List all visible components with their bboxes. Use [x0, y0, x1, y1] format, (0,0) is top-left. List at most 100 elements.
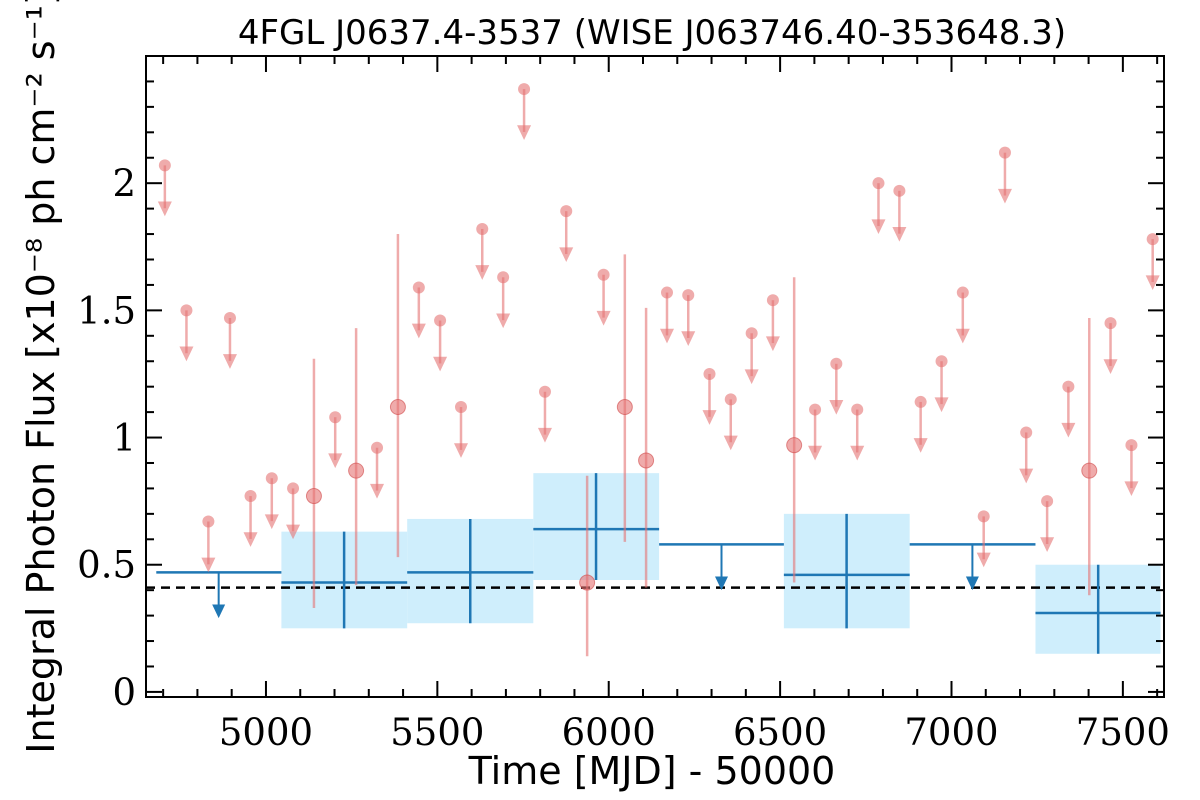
- upper-limit-point: [560, 205, 573, 218]
- upper-limit-arrow-head: [222, 354, 237, 369]
- upper-limit-point: [244, 490, 257, 503]
- upper-limit-arrow-head: [1124, 481, 1139, 497]
- upper-limit-point: [956, 286, 969, 299]
- upper-limit-arrow-head: [913, 438, 928, 453]
- upper-limit-point: [977, 510, 990, 523]
- y-tick-label: 1.5: [77, 289, 136, 332]
- upper-limit-arrow-head: [702, 410, 717, 425]
- long-bin-arrow-head: [212, 604, 226, 619]
- detection-point: [786, 437, 803, 454]
- x-tick-label: 5000: [219, 711, 313, 754]
- upper-limit-point: [597, 268, 610, 281]
- plot-area: 5000 5500 6000 6500 7000 7500 0 0.5 1 1.5 2: [77, 55, 1170, 754]
- upper-limit-point: [371, 441, 384, 454]
- detection-point: [579, 574, 596, 591]
- x-tick-label: 5500: [390, 711, 484, 754]
- long-bin-arrow-head: [714, 576, 728, 591]
- upper-limit-arrow-head: [264, 514, 279, 530]
- upper-limit-arrow-head: [765, 336, 780, 352]
- upper-limit-point: [851, 403, 864, 416]
- upper-limit-point: [682, 289, 695, 302]
- x-tick-label: 6500: [733, 711, 827, 754]
- x-tick-label: 7500: [1076, 711, 1170, 754]
- upper-limit-arrow-head: [328, 453, 343, 469]
- upper-limit-point: [180, 304, 193, 317]
- upper-limit-point: [412, 281, 425, 294]
- upper-limit-arrow-head: [1061, 422, 1076, 438]
- upper-limit-arrow-head: [1019, 468, 1034, 484]
- upper-limit-arrow-head: [537, 427, 552, 443]
- upper-limit-arrow-head: [1040, 537, 1055, 553]
- detection-point: [1081, 462, 1098, 479]
- upper-limit-point: [329, 411, 342, 424]
- y-axis-label: Integral Photon Flux [x10⁻⁸ ph cm⁻² s⁻¹]: [19, 0, 63, 754]
- upper-limit-arrow-head: [433, 356, 448, 372]
- upper-limit-arrow-head: [243, 532, 258, 547]
- upper-limit-point: [497, 271, 510, 284]
- chart-title: 4FGL J0637.4-3537 (WISE J063746.40-35364…: [238, 13, 1066, 53]
- upper-limit-arrow-head: [871, 219, 886, 235]
- upper-limit-arrow-head: [934, 397, 949, 413]
- upper-limit-point: [893, 184, 906, 197]
- upper-limit-arrow-head: [157, 201, 172, 217]
- upper-limit-point: [703, 367, 716, 380]
- upper-limit-arrow-head: [179, 346, 194, 362]
- upper-limit-point: [998, 146, 1011, 159]
- upper-limit-point: [538, 385, 551, 398]
- upper-limit-point: [1041, 495, 1054, 508]
- upper-limit-point: [202, 515, 215, 528]
- upper-limit-point: [1062, 380, 1075, 393]
- upper-limit-point: [1125, 439, 1138, 452]
- upper-limit-point: [809, 403, 822, 416]
- y-tick-label: 2: [112, 162, 136, 205]
- upper-limit-arrow-head: [659, 328, 674, 344]
- detection-point: [616, 399, 633, 416]
- upper-limit-arrow-head: [453, 443, 468, 458]
- upper-limit-arrow-head: [744, 369, 759, 385]
- upper-limit-arrow-head: [850, 445, 865, 461]
- upper-limit-arrow-head: [475, 265, 490, 280]
- detection-point: [389, 399, 406, 416]
- upper-limit-point: [830, 357, 843, 370]
- upper-limit-point: [265, 472, 278, 485]
- upper-limit-point: [518, 83, 531, 96]
- x-tick-label: 7000: [904, 711, 998, 754]
- upper-limit-arrow-head: [808, 445, 823, 461]
- upper-limit-arrow-head: [976, 552, 991, 568]
- upper-limit-arrow-head: [370, 483, 385, 499]
- upper-limit-arrow-head: [829, 399, 844, 415]
- y-tick-label: 1: [112, 417, 136, 460]
- upper-limit-arrow-head: [411, 323, 426, 339]
- upper-limit-point: [1104, 317, 1117, 330]
- upper-limit-point: [872, 177, 885, 190]
- upper-limit-point: [1020, 426, 1033, 439]
- upper-limit-arrow-head: [892, 226, 907, 242]
- upper-limit-arrow-head: [681, 331, 696, 346]
- long-bin-arrow-head: [965, 576, 979, 591]
- plot-frame: [145, 55, 1165, 698]
- upper-limit-point: [766, 294, 779, 307]
- x-tick-label: 6000: [562, 711, 656, 754]
- upper-limit-point: [158, 159, 171, 172]
- y-tick-label: 0: [112, 671, 136, 714]
- upper-limit-arrow-head: [201, 557, 216, 573]
- upper-limit-arrow-head: [286, 524, 301, 540]
- x-axis-label: Time [MJD] - 50000: [468, 749, 836, 793]
- upper-limit-point: [476, 222, 489, 235]
- upper-limit-arrow-head: [517, 125, 532, 140]
- upper-limit-point: [914, 395, 927, 408]
- upper-limit-arrow-head: [955, 328, 970, 344]
- upper-limit-point: [454, 401, 467, 414]
- upper-limit-point: [434, 314, 447, 327]
- upper-limit-arrow-head: [1103, 359, 1118, 374]
- y-tick-label: 0.5: [77, 544, 136, 587]
- upper-limit-arrow-head: [596, 310, 611, 326]
- detection-point: [638, 452, 655, 469]
- upper-limit-point: [745, 327, 758, 340]
- upper-limit-point: [935, 355, 948, 368]
- upper-limit-arrow-head: [997, 188, 1012, 204]
- upper-limit-point: [223, 311, 236, 324]
- detection-point: [305, 488, 322, 505]
- upper-limit-arrow-head: [723, 435, 738, 451]
